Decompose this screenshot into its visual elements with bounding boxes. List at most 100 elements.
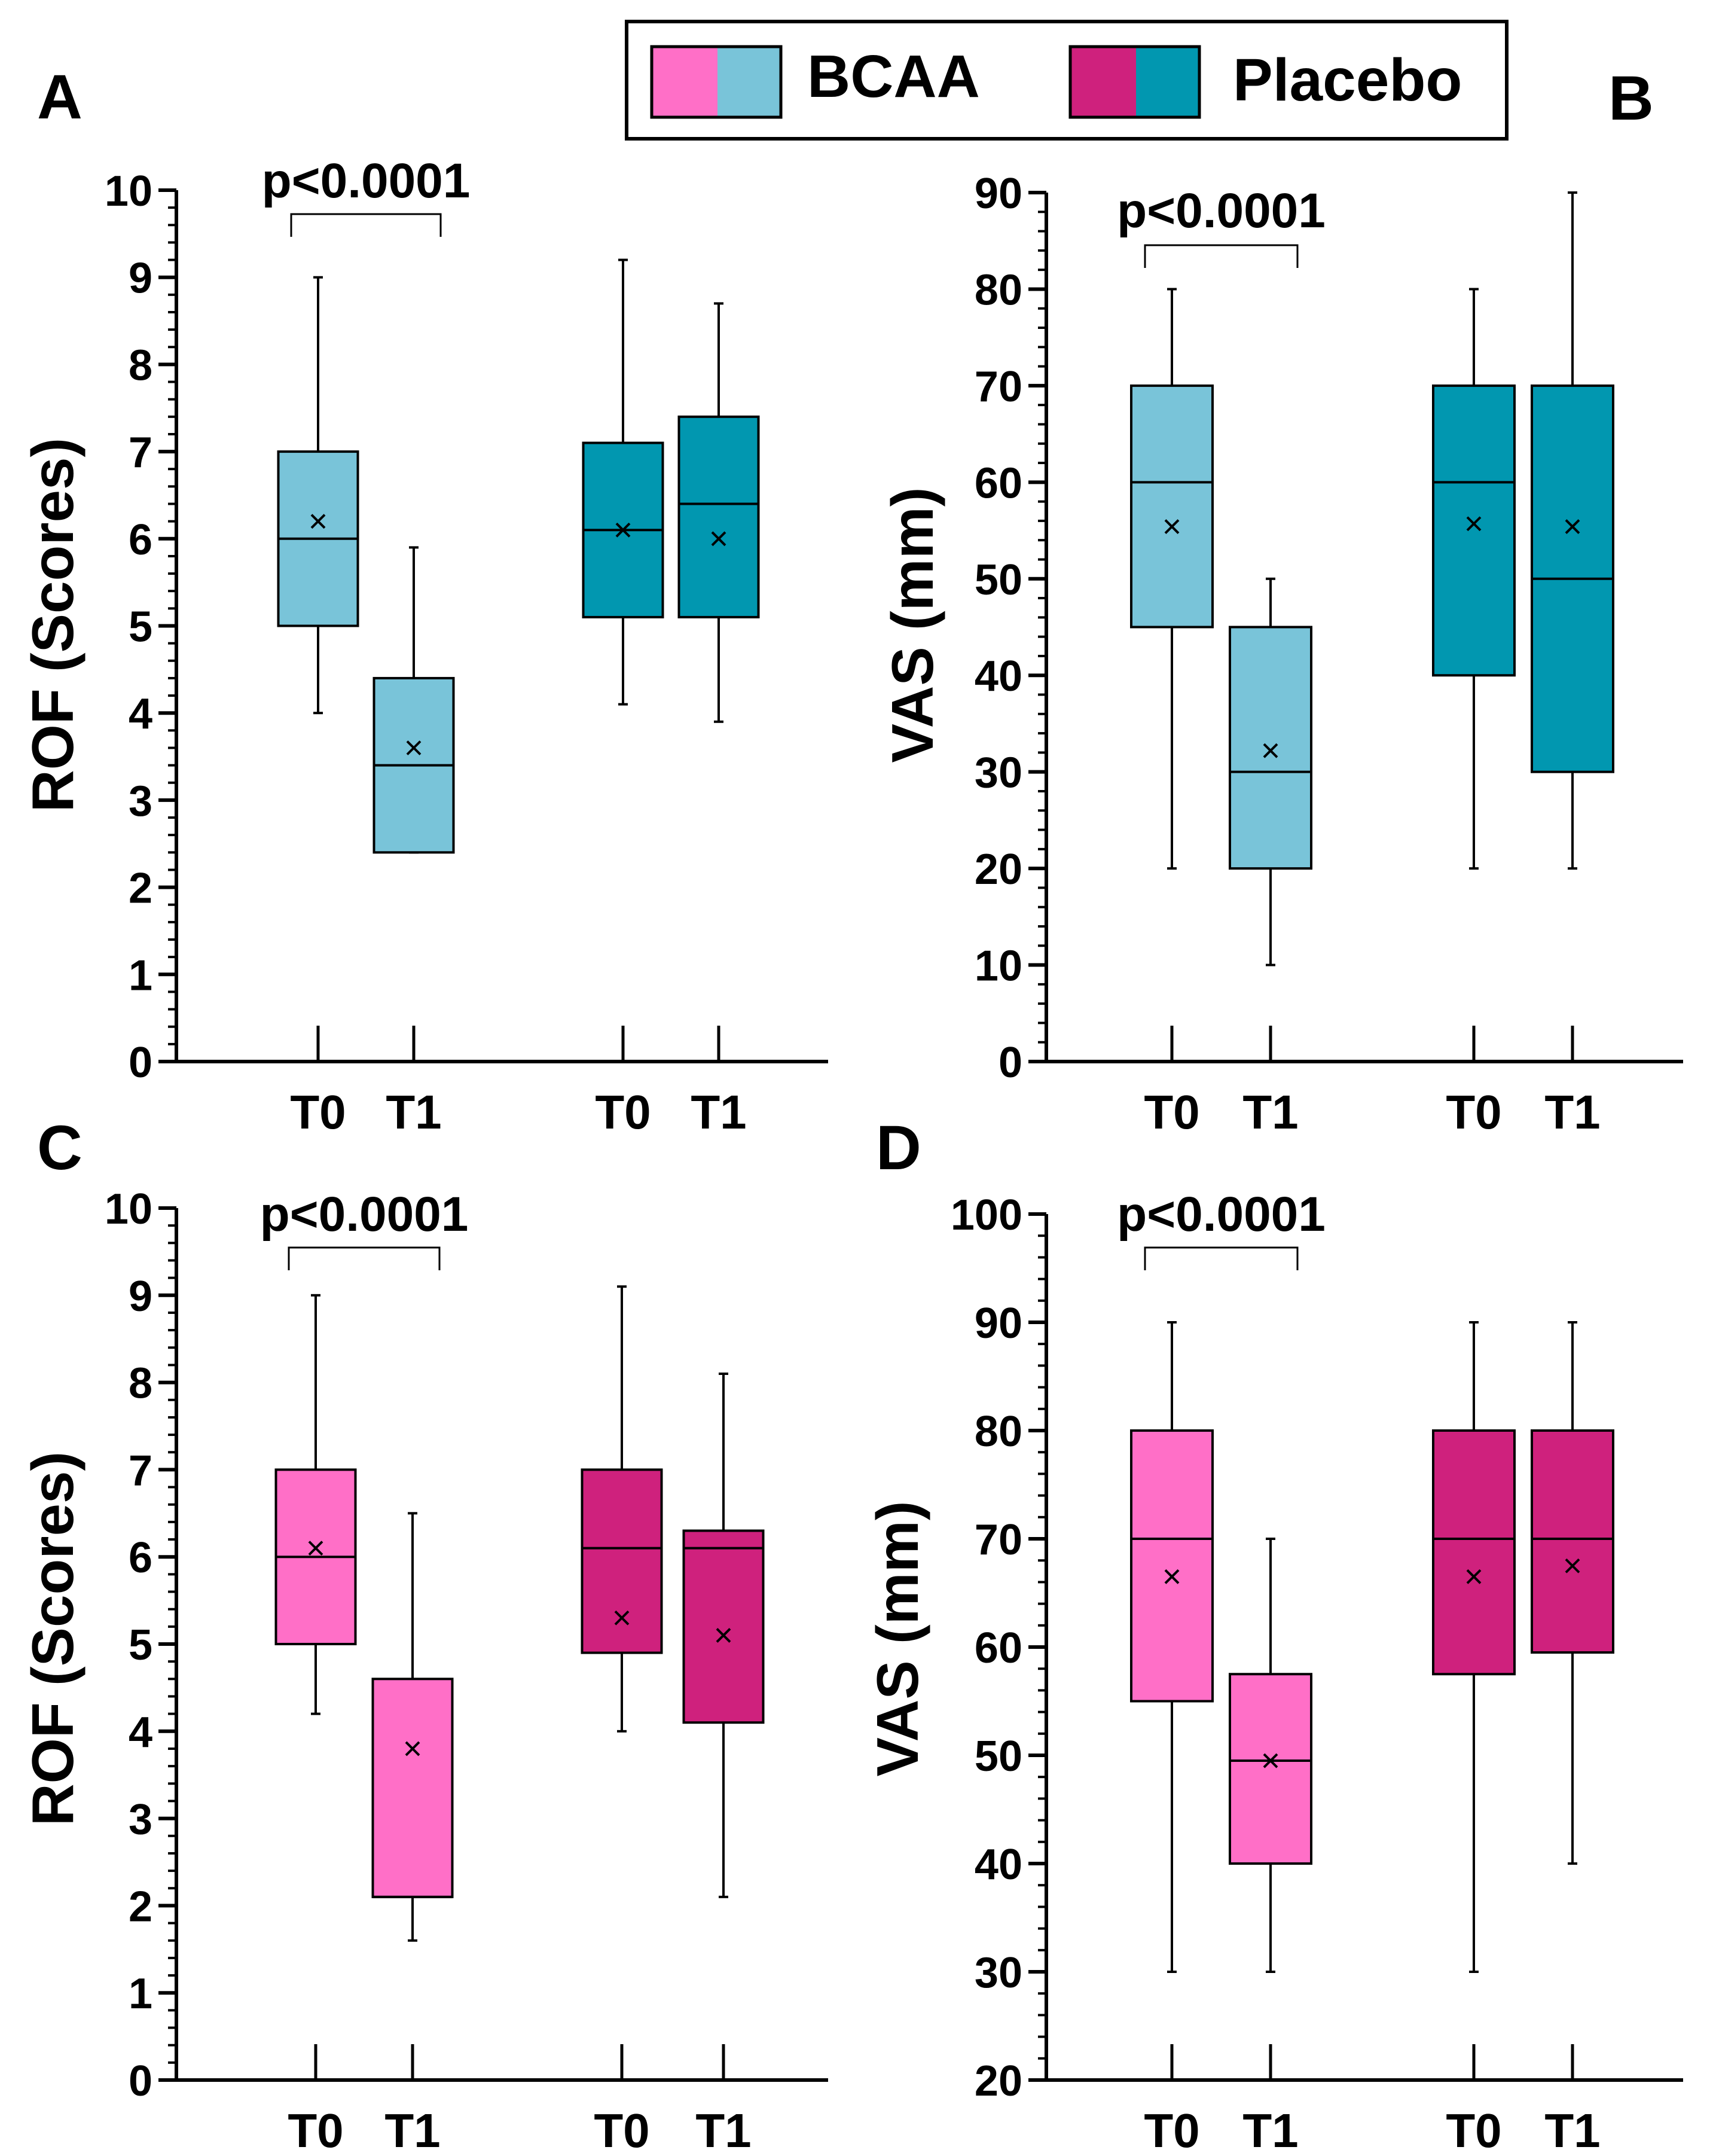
- panel-b-y-tick-label: 10: [975, 943, 1022, 990]
- panel-b-y-tick-label: 0: [999, 1039, 1022, 1087]
- panel-c-x-tick-label: T1: [695, 2104, 751, 2156]
- panel-b-x-tick-label: T0: [1144, 1085, 1199, 1139]
- panel-b-box-placebo-t0-mean-marker: [1466, 516, 1482, 532]
- panel-b-y-tick-label: 90: [975, 170, 1022, 218]
- panel-a-y-tick-label: 6: [129, 516, 152, 564]
- panel-d-letter: D: [876, 1113, 921, 1183]
- panel-d-box-placebo-t1-mean-marker: [1565, 1558, 1580, 1573]
- panel-c-box-placebo-t1-mean-marker: [716, 1628, 731, 1643]
- legend-swatch-placebo-left: [1070, 47, 1136, 117]
- panel-c-y-tick-label: 10: [105, 1185, 152, 1233]
- legend-swatch-bcaa-left: [652, 47, 717, 117]
- panel-c-box-bcaa-t1: [371, 1678, 454, 1898]
- panel-a-x-tick-label: T1: [386, 1085, 441, 1139]
- panel-c-y-tick-label: 6: [129, 1534, 152, 1582]
- panel-a-box-placebo-t0-mean-marker: [615, 522, 631, 538]
- panel-b-box-placebo-t0: [1432, 384, 1516, 677]
- panel-c-x-tick-label: T1: [384, 2104, 440, 2156]
- panel-c-y-axis-label: ROF (Scores): [20, 1451, 86, 1826]
- panel-b-y-tick-label: 20: [975, 846, 1022, 893]
- panel-a-y-tick-label: 7: [129, 429, 152, 477]
- panel-a-y-tick-label: 0: [129, 1039, 152, 1087]
- panel-a-y-tick-label: 9: [129, 255, 152, 303]
- panel-a-y-tick-label: 8: [129, 341, 152, 389]
- panel-a-p-value: p<0.0001: [262, 154, 471, 208]
- panel-a-y-tick-label: 5: [129, 603, 152, 651]
- legend-swatch-placebo-border: [1068, 45, 1201, 119]
- panel-c-y-tick-label: 7: [129, 1447, 152, 1495]
- panel-d-box-placebo-t0-mean-marker: [1466, 1569, 1482, 1584]
- panel-b-y-tick-label: 60: [975, 459, 1022, 507]
- panel-c-y-tick-label: 0: [129, 2057, 152, 2105]
- panel-c-y-tick-label: 9: [129, 1273, 152, 1321]
- panel-d-y-tick-label: 30: [975, 1949, 1022, 1997]
- panel-d-x-tick-label: T0: [1144, 2104, 1199, 2156]
- panel-b-x-tick-label: T0: [1446, 1085, 1501, 1139]
- panel-b-y-tick-label: 30: [975, 749, 1022, 797]
- panel-d-box-bcaa-t0-mean-marker: [1164, 1569, 1180, 1584]
- panel-b-y-axis-label: VAS (mm): [880, 487, 945, 763]
- panel-b-letter: B: [1608, 63, 1654, 133]
- legend-label-bcaa: BCAA: [807, 43, 980, 110]
- panel-a-x-tick-label: T0: [290, 1085, 346, 1139]
- panel-a-box-bcaa-t0-mean-marker: [310, 514, 326, 529]
- panel-d-y-tick-label: 100: [951, 1191, 1022, 1239]
- panel-c-box-bcaa-t1-mean-marker: [405, 1741, 420, 1756]
- panel-a-y-tick-label: 2: [129, 865, 152, 913]
- panel-b-significance-bracket: [1144, 244, 1299, 268]
- panel-d-y-tick-label: 50: [975, 1733, 1022, 1780]
- panel-c-box-placebo-t0: [581, 1468, 663, 1654]
- panel-c-y-tick-label: 2: [129, 1883, 152, 1931]
- panel-b: B 0 10 20 30 40 50 60 70 80 90 VAS (mm) T0 T1 T0 T1 p<0.…: [880, 63, 1683, 1139]
- panel-a-y-tick-label: 1: [129, 952, 152, 999]
- panel-d-p-value: p<0.0001: [1117, 1187, 1326, 1242]
- panel-c-letter: C: [37, 1113, 83, 1183]
- panel-d-x-tick-label: T0: [1446, 2104, 1501, 2156]
- legend-swatch-placebo-right: [1136, 47, 1199, 117]
- legend-swatch-bcaa-border: [650, 45, 783, 119]
- panel-b-y-tick-label: 80: [975, 266, 1022, 314]
- panel-c-significance-bracket: [288, 1246, 441, 1270]
- panel-b-box-bcaa-t0: [1130, 384, 1214, 629]
- panel-b-p-value: p<0.0001: [1117, 184, 1326, 238]
- panel-a-box-placebo-t1-mean-marker: [711, 531, 726, 547]
- panel-d-box-bcaa-t1-mean-marker: [1263, 1753, 1278, 1768]
- panel-c: C 0 1 2 3 4 5 6 7 8 9 10 ROF (Scores) T0 T1 T0 T1 p<0.000…: [20, 1113, 828, 2156]
- panel-d-y-tick-label: 70: [975, 1516, 1022, 1564]
- panel-a-y-tick-label: 4: [129, 690, 152, 738]
- legend-swatch-bcaa-right: [717, 47, 781, 117]
- panel-b-box-bcaa-t1-mean-marker: [1263, 743, 1278, 758]
- panel-c-x-tick-label: T0: [288, 2104, 343, 2156]
- panel-c-box-bcaa-t0-mean-marker: [308, 1541, 323, 1556]
- panel-d-y-tick-label: 20: [975, 2057, 1022, 2105]
- panel-d: D 20 30 40 50 60 70 80 90 100 VAS (mm) T0 T1 T0 T1 p<0.…: [865, 1113, 1683, 2156]
- panel-a-significance-bracket: [290, 213, 442, 237]
- panel-a-letter: A: [37, 62, 83, 132]
- panel-b-x-tick-label: T1: [1544, 1085, 1600, 1139]
- panel-d-box-placebo-t0: [1432, 1429, 1516, 1676]
- panel-b-y-tick-label: 40: [975, 652, 1022, 700]
- panel-c-y-tick-label: 1: [129, 1970, 152, 2018]
- panel-c-y-tick-label: 5: [129, 1621, 152, 1669]
- panel-d-y-tick-label: 90: [975, 1300, 1022, 1347]
- panel-b-box-bcaa-t0-mean-marker: [1164, 519, 1180, 535]
- panel-d-x-tick-label: T1: [1544, 2104, 1600, 2156]
- panel-a: A 0 1 2 3 4 5 6 7 8 9 10 ROF (Scores) T0 T1 T0 T1 p<0.000…: [20, 62, 828, 1139]
- panel-c-box-placebo-t1: [682, 1529, 765, 1724]
- panel-b-y-tick-label: 70: [975, 363, 1022, 411]
- legend: BCAA Placebo: [625, 20, 1509, 141]
- panel-c-box-placebo-t0-mean-marker: [614, 1610, 630, 1626]
- legend-label-placebo: Placebo: [1233, 47, 1462, 114]
- panel-d-box-bcaa-t0: [1130, 1429, 1214, 1703]
- panel-a-box-placebo-t1: [677, 415, 760, 618]
- panel-b-y-tick-label: 50: [975, 556, 1022, 604]
- panel-a-x-tick-label: T1: [691, 1085, 746, 1139]
- panel-d-x-tick-label: T1: [1242, 2104, 1298, 2156]
- panel-d-y-tick-label: 60: [975, 1624, 1022, 1672]
- panel-c-y-tick-label: 4: [129, 1709, 152, 1756]
- panel-d-significance-bracket: [1144, 1246, 1299, 1270]
- panel-b-box-placebo-t1-mean-marker: [1565, 519, 1580, 535]
- panel-a-y-tick-label: 3: [129, 777, 152, 825]
- panel-d-y-axis-label: VAS (mm): [865, 1501, 930, 1776]
